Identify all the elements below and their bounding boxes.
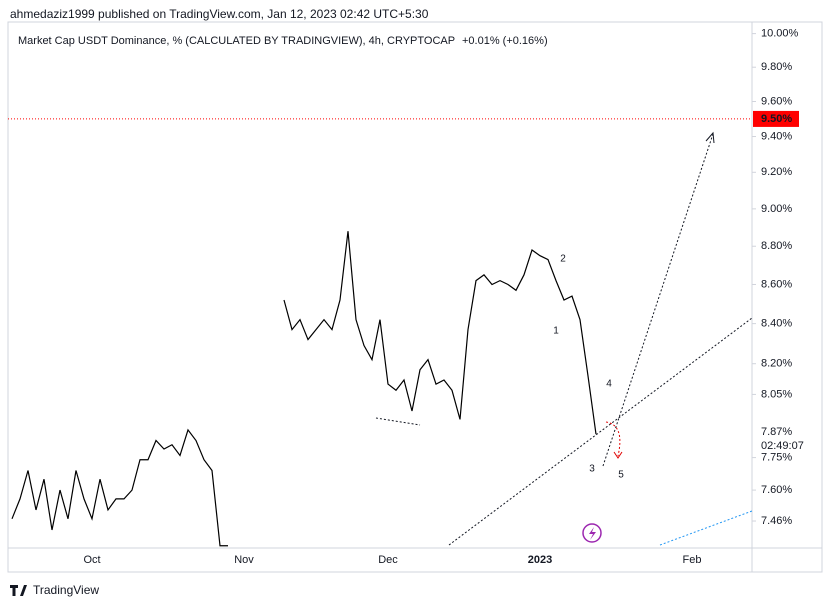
countdown: 02:49:07 — [761, 440, 804, 452]
arrow-head — [705, 131, 715, 144]
price-line-label: 9.50% — [761, 113, 792, 125]
event-icon[interactable] — [582, 523, 602, 543]
wave-label: 4 — [606, 379, 612, 390]
wave-label: 1 — [553, 326, 559, 337]
y-tick-label: 9.00% — [761, 203, 792, 215]
y-tick-label: 8.60% — [761, 278, 792, 290]
price-line-tag — [753, 110, 799, 127]
y-tick-label: 8.05% — [761, 388, 792, 400]
x-tick-label: Nov — [234, 554, 254, 566]
x-tick-label: 2023 — [528, 554, 552, 566]
logo-mark — [10, 585, 27, 596]
x-tick-label: Dec — [378, 554, 398, 566]
y-tick-label: 9.60% — [761, 95, 792, 107]
y-tick-label: 9.80% — [761, 61, 792, 73]
last-price-tag — [753, 425, 813, 454]
event-bolt — [589, 527, 596, 540]
support-line — [375, 417, 421, 426]
trend-line — [448, 317, 753, 546]
y-tick-label: 7.46% — [761, 515, 792, 527]
logo: TradingView — [10, 583, 99, 597]
last-price-label: 7.87% — [761, 426, 792, 438]
wave-label: 5 — [618, 470, 624, 481]
y-tick-label: 9.20% — [761, 166, 792, 178]
wave-label: 2 — [560, 254, 566, 265]
frame — [7, 21, 823, 573]
blue-line — [659, 510, 753, 546]
chart-title: Market Cap USDT Dominance, % (CALCULATED… — [18, 35, 455, 47]
y-tick-label: 7.75% — [761, 451, 792, 463]
y-tick-label: 7.60% — [761, 484, 792, 496]
wave-path — [605, 421, 621, 457]
x-tick-label: Oct — [83, 554, 100, 566]
y-tick-label: 8.80% — [761, 240, 792, 252]
price-line-series — [11, 231, 597, 547]
change: +0.01% (+0.16%) — [462, 35, 548, 47]
x-tick-label: Feb — [683, 554, 702, 566]
publisher: ahmedaziz1999 published on TradingView.c… — [10, 7, 429, 21]
y-tick-label: 8.20% — [761, 358, 792, 370]
y-tick-label: 8.40% — [761, 318, 792, 330]
drawings — [375, 131, 753, 546]
wave-label: 3 — [589, 464, 595, 475]
wave-arrow — [613, 451, 623, 459]
y-tick-label: 9.40% — [761, 130, 792, 142]
y-tick-label: 10.00% — [761, 28, 799, 40]
brand: TradingView — [33, 583, 99, 597]
